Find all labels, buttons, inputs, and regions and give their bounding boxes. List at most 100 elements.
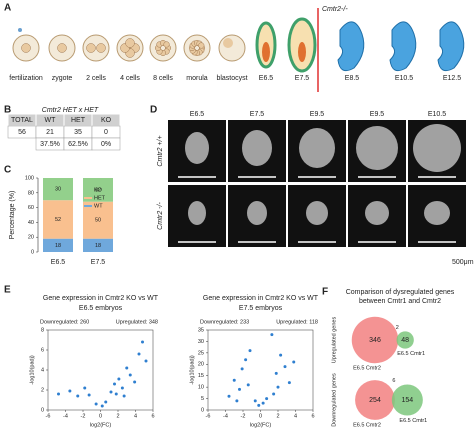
embryo-image (185, 132, 209, 164)
y-axis-label: -log10(padj) (189, 355, 195, 385)
point (100, 404, 104, 408)
table-percent: 37.5% (40, 141, 60, 148)
point (141, 340, 144, 344)
plot-subtitle: E6.5 embryos (79, 305, 123, 312)
point (240, 367, 244, 371)
panel-letter: C (4, 165, 11, 176)
bar-segment (43, 238, 73, 252)
point (87, 393, 91, 397)
embryo-image (424, 201, 450, 225)
venn-count: 346 (369, 337, 381, 344)
point (253, 399, 257, 403)
point (292, 360, 296, 364)
plot-frame (47, 329, 154, 411)
panel-letter: E (4, 285, 11, 296)
panel-letter: F (322, 287, 328, 298)
y-axis-label: -log10(padj) (29, 355, 35, 385)
embryo (183, 34, 211, 62)
point (274, 371, 278, 375)
y-tick-label: 6 (41, 347, 44, 353)
embryo (116, 34, 144, 62)
panel-letter: A (4, 3, 11, 14)
column-label: E9.5 (310, 111, 325, 118)
point (125, 366, 129, 370)
cell (125, 38, 135, 48)
x-tick-label: 0 (99, 413, 102, 419)
bar-segment (43, 200, 73, 239)
point (238, 387, 241, 391)
x-tick-label: 2 (116, 413, 119, 419)
y-tick-label: 80 (28, 190, 34, 196)
y-tick-label: 30 (198, 339, 204, 345)
table-header: KO (101, 117, 112, 124)
value-label: 30 (55, 187, 61, 193)
point (279, 353, 283, 357)
x-tick-label: 4 (134, 413, 137, 419)
value-label: 18 (55, 243, 61, 249)
plot-title: Gene expression in Cmtr2 KO vs WT (43, 295, 159, 302)
bar-segment (43, 178, 73, 201)
table-cell (91, 137, 121, 151)
point (257, 403, 261, 407)
legend-label: WT (94, 203, 103, 209)
point (76, 394, 80, 398)
venn-overlap: 2 (396, 325, 399, 331)
legend-label: KO (94, 187, 103, 193)
down-label: Downregulated: 233 (200, 319, 249, 325)
venn-name: E6.5 Cmtr1 (397, 351, 425, 357)
stage-label: blastocyst (216, 75, 247, 82)
point (287, 381, 291, 385)
value-label: 18 (95, 243, 101, 249)
x-tick-label: 6 (311, 413, 314, 419)
point (113, 382, 116, 386)
embryo (389, 21, 417, 72)
bar-segment (83, 201, 113, 239)
embryo-image (299, 128, 335, 168)
table-header: HET (71, 117, 86, 124)
venn-overlap: 6 (392, 378, 395, 384)
point (265, 397, 269, 401)
y-tick-label: 8 (41, 327, 44, 333)
point (246, 383, 250, 387)
cell (163, 41, 170, 48)
plot-frame (207, 329, 314, 411)
y-tick-label: 0 (31, 249, 34, 255)
table-percent: 62.5% (68, 141, 88, 148)
venn-name: E6.5 Cmtr2 (353, 422, 381, 428)
row-label: Cmtr2 -/- (157, 202, 164, 230)
cell (96, 43, 106, 53)
column-label: E9.5 (370, 111, 385, 118)
cell (86, 43, 96, 53)
y-tick-label: 40 (28, 220, 34, 226)
embryo (149, 34, 177, 62)
stage-label: E10.5 (395, 75, 413, 82)
y-tick-label: 5 (201, 396, 204, 402)
x-tick-label: -4 (63, 413, 68, 419)
stage-label: 8 cells (153, 75, 173, 82)
x-tick-label: -2 (241, 413, 246, 419)
bar-segment (83, 238, 113, 252)
venn-right (396, 331, 414, 349)
embryo-image (247, 201, 267, 225)
y-tick-label: 35 (198, 327, 204, 333)
venn-label: Downregulated genes (331, 373, 337, 427)
embryo-image (365, 201, 389, 225)
plot-title: Gene expression in Cmtr2 KO vs WT (203, 295, 319, 302)
point (144, 359, 148, 363)
point (276, 385, 280, 389)
column-label: E6.5 (190, 111, 205, 118)
point (248, 349, 252, 353)
x-tick-label: -4 (223, 413, 228, 419)
table-count: 35 (74, 129, 82, 136)
embryo (82, 34, 110, 62)
stage-label: E12.5 (443, 75, 461, 82)
embryo (437, 21, 465, 72)
point (94, 402, 98, 406)
venn-left (351, 316, 399, 364)
stage-label: morula (186, 75, 208, 82)
table-header: TOTAL (11, 117, 33, 124)
table-count: 0 (104, 129, 108, 136)
cell (21, 43, 31, 53)
point (270, 333, 274, 337)
point (120, 386, 124, 390)
